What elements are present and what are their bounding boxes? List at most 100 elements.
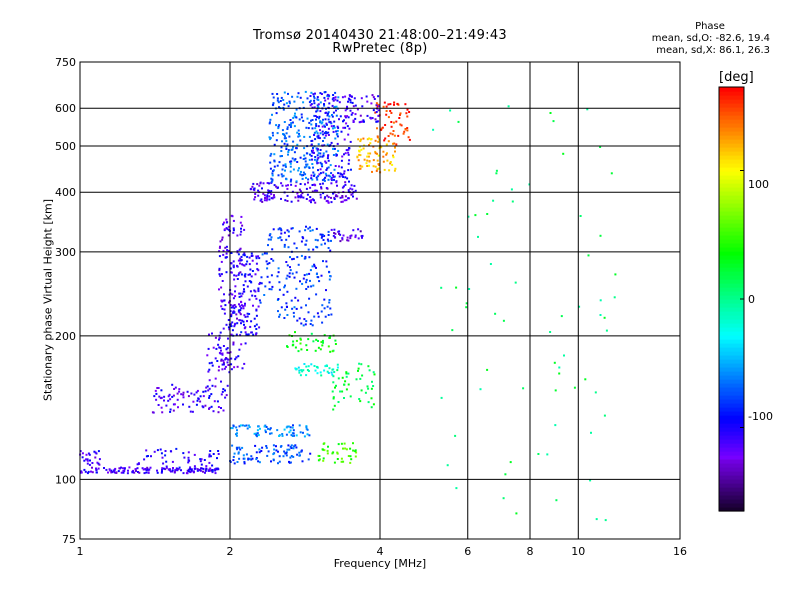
data-point <box>298 132 300 135</box>
data-point <box>276 275 279 278</box>
data-point <box>368 369 371 372</box>
data-point <box>172 409 175 412</box>
phase-stats-o: mean, sd,O: -82.6, 19.4 <box>651 33 770 44</box>
data-point <box>219 331 222 334</box>
data-point <box>289 445 292 448</box>
data-point <box>182 472 185 475</box>
data-point <box>229 461 232 463</box>
data-point <box>273 448 276 451</box>
data-point <box>222 388 225 391</box>
data-point <box>89 459 91 462</box>
data-point <box>315 273 318 276</box>
data-point <box>269 138 272 141</box>
data-point <box>228 351 231 354</box>
data-point <box>318 455 321 457</box>
data-point <box>296 131 299 134</box>
data-point <box>262 192 265 195</box>
data-point <box>289 256 291 259</box>
data-point <box>502 497 505 500</box>
data-point <box>243 252 246 255</box>
data-point <box>161 468 163 471</box>
data-point <box>354 113 357 116</box>
data-point <box>295 368 298 371</box>
data-point <box>331 98 334 101</box>
data-point <box>336 363 339 366</box>
data-point <box>366 155 369 158</box>
data-point <box>367 365 370 368</box>
data-point <box>315 266 317 269</box>
data-point <box>199 458 202 461</box>
data-point <box>227 326 230 329</box>
data-point <box>256 183 259 186</box>
data-point <box>281 140 283 143</box>
data-point <box>318 173 321 176</box>
colorbar-segment <box>719 331 744 336</box>
data-point <box>336 195 339 198</box>
data-point <box>243 314 246 317</box>
data-point <box>341 155 344 158</box>
data-point <box>316 366 319 369</box>
data-point <box>239 221 242 224</box>
data-point <box>319 233 322 236</box>
data-point <box>260 276 263 279</box>
data-point <box>298 188 301 191</box>
data-point <box>282 455 285 458</box>
data-point <box>298 317 301 320</box>
data-point <box>343 442 346 445</box>
data-point <box>383 101 386 104</box>
data-point <box>457 120 460 123</box>
colorbar-segment <box>719 139 744 144</box>
data-point <box>367 401 370 404</box>
colorbar-segment <box>719 343 744 348</box>
data-point <box>289 461 292 464</box>
data-point <box>96 461 99 464</box>
colorbar-segment <box>719 159 744 164</box>
data-point <box>167 399 170 402</box>
data-point <box>323 334 326 337</box>
data-point <box>88 453 91 456</box>
data-point <box>257 189 260 192</box>
data-point <box>330 176 333 179</box>
data-point <box>297 92 300 95</box>
data-point <box>242 284 245 287</box>
data-point <box>309 452 312 455</box>
data-point <box>178 466 181 469</box>
data-point <box>284 135 286 138</box>
data-point <box>344 176 347 179</box>
data-point <box>305 344 308 347</box>
data-point <box>297 199 300 202</box>
data-point <box>161 456 164 459</box>
data-point <box>86 459 89 462</box>
data-point <box>332 147 334 150</box>
data-point <box>317 175 320 178</box>
data-point <box>244 326 247 329</box>
data-point <box>300 450 303 453</box>
colorbar-segment <box>719 459 744 464</box>
data-point <box>599 146 602 148</box>
data-point <box>249 268 252 271</box>
data-point <box>305 304 307 307</box>
data-point <box>232 219 235 222</box>
data-point <box>248 280 251 283</box>
data-point <box>356 108 359 111</box>
data-point <box>285 184 288 187</box>
data-point <box>334 343 337 345</box>
data-point <box>455 286 458 289</box>
data-point <box>310 201 312 204</box>
data-point <box>502 319 505 322</box>
data-point <box>309 186 312 189</box>
data-point <box>312 340 315 343</box>
data-point <box>263 194 266 197</box>
data-point <box>270 258 273 260</box>
data-point <box>216 457 218 460</box>
data-point <box>333 175 336 178</box>
data-point <box>305 239 308 242</box>
data-point <box>321 235 324 238</box>
data-point <box>245 424 248 427</box>
data-point <box>204 390 207 393</box>
data-point <box>272 96 275 99</box>
data-point <box>255 432 258 435</box>
data-point <box>280 445 283 447</box>
data-point <box>205 465 208 468</box>
data-point <box>295 108 298 111</box>
